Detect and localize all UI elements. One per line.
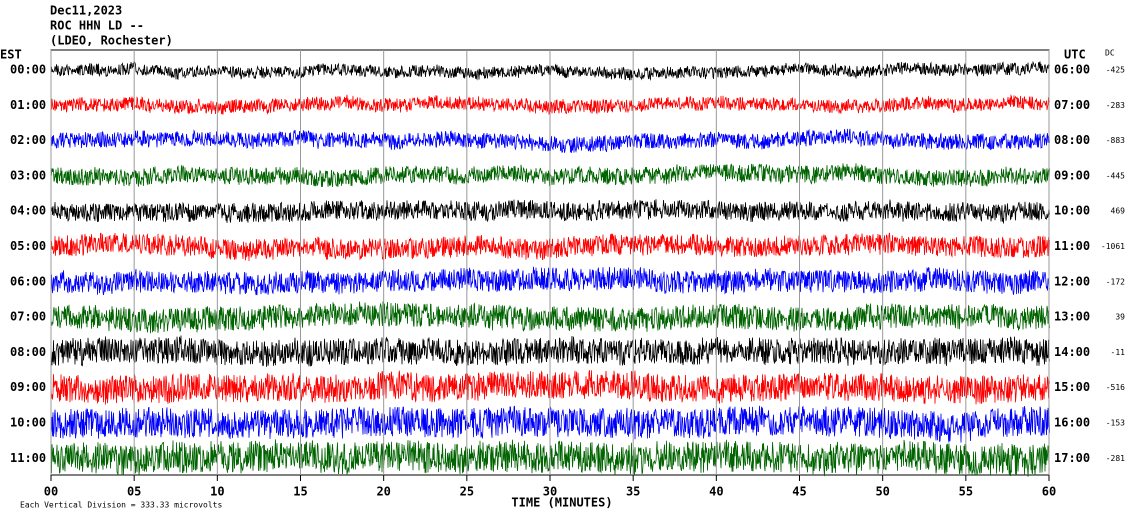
header-network: (LDEO, Rochester)	[50, 34, 173, 48]
utc-label: 07:00	[1054, 98, 1090, 112]
dc-label: -172	[1106, 277, 1125, 286]
dc-title: DC	[1105, 49, 1115, 58]
dc-label: -281	[1106, 454, 1125, 463]
x-tick-label: 40	[709, 485, 723, 499]
header-station: ROC HHN LD --	[50, 19, 144, 33]
est-label: 06:00	[10, 274, 46, 288]
utc-label: 11:00	[1054, 239, 1090, 253]
utc-label: 16:00	[1054, 416, 1090, 430]
est-label: 04:00	[10, 204, 46, 218]
dc-label: -883	[1106, 136, 1125, 145]
est-label: 08:00	[10, 345, 46, 359]
dc-label: 39	[1115, 313, 1125, 322]
est-label: 00:00	[10, 63, 46, 77]
utc-label: 13:00	[1054, 310, 1090, 324]
x-tick-label: 10	[210, 485, 224, 499]
x-tick-label: 60	[1042, 485, 1056, 499]
utc-label: 14:00	[1054, 345, 1090, 359]
utc-label: 08:00	[1054, 133, 1090, 147]
dc-label: -445	[1106, 171, 1125, 180]
x-tick-label: 45	[792, 485, 806, 499]
est-label: 05:00	[10, 239, 46, 253]
x-tick-label: 50	[875, 485, 889, 499]
dc-label: -283	[1106, 101, 1125, 110]
x-tick-label: 35	[626, 485, 640, 499]
est-label: 07:00	[10, 310, 46, 324]
est-label: 03:00	[10, 168, 46, 182]
x-tick-label: 55	[959, 485, 973, 499]
est-title: EST	[0, 48, 22, 62]
utc-label: 06:00	[1054, 63, 1090, 77]
x-tick-label: 00	[44, 485, 58, 499]
utc-label: 10:00	[1054, 204, 1090, 218]
est-label: 09:00	[10, 380, 46, 394]
header-date: Dec11,2023	[50, 4, 122, 18]
utc-label: 17:00	[1054, 451, 1090, 465]
est-label: 02:00	[10, 133, 46, 147]
utc-label: 15:00	[1054, 380, 1090, 394]
x-tick-label: 25	[460, 485, 474, 499]
dc-label: 469	[1111, 207, 1126, 216]
est-label: 01:00	[10, 98, 46, 112]
utc-label: 12:00	[1054, 274, 1090, 288]
dc-label: -516	[1106, 383, 1125, 392]
utc-label: 09:00	[1054, 168, 1090, 182]
utc-title: UTC	[1064, 48, 1086, 62]
dc-label: -425	[1106, 66, 1125, 75]
dc-label: -11	[1111, 348, 1126, 357]
x-tick-label: 05	[127, 485, 141, 499]
dc-label: -153	[1106, 419, 1125, 428]
x-tick-label: 20	[376, 485, 390, 499]
x-label: TIME (MINUTES)	[511, 496, 612, 510]
est-label: 11:00	[10, 451, 46, 465]
footer: Each Vertical Division = 333.33 microvol…	[20, 501, 222, 510]
dc-label: -1061	[1101, 242, 1125, 251]
est-label: 10:00	[10, 416, 46, 430]
x-tick-label: 15	[293, 485, 307, 499]
x-tick-label: 30	[543, 485, 557, 499]
